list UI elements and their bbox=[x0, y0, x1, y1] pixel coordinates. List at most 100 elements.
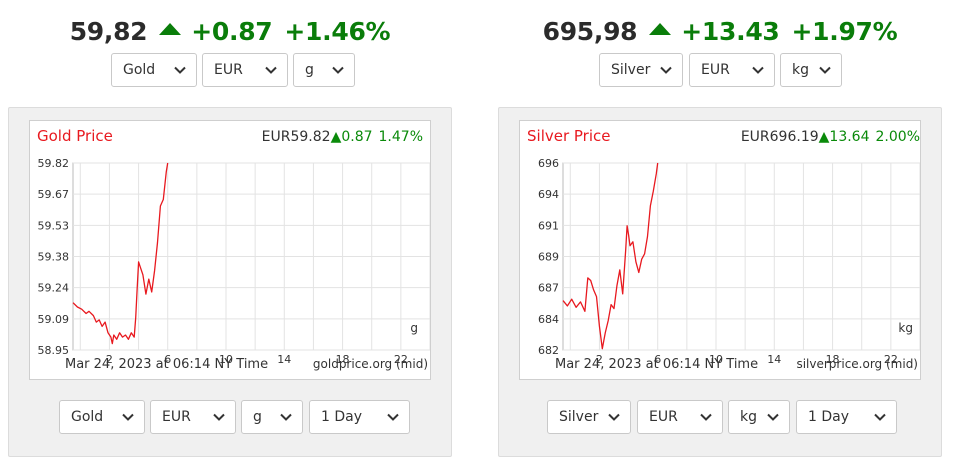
quote-value: EUR59.82 bbox=[262, 129, 331, 145]
metal-select-bottom[interactable]: Silver bbox=[547, 400, 631, 434]
unit-select[interactable]: g bbox=[293, 53, 355, 87]
y-tick-label: 691 bbox=[538, 219, 559, 232]
y-tick-label: 694 bbox=[538, 188, 559, 201]
gold-headline: 59,82 +0.87 +1.46% bbox=[8, 16, 452, 48]
chart-timestamp: Mar 24, 2023 at 06:14 NY Time bbox=[555, 357, 758, 372]
y-tick-label: 59.53 bbox=[38, 219, 70, 232]
x-tick-label: 6 bbox=[654, 353, 661, 366]
x-tick-label: 14 bbox=[277, 353, 291, 366]
y-tick-label: 59.67 bbox=[38, 188, 70, 201]
chart-source: silverprice.org (mid) bbox=[796, 357, 918, 371]
unit-select-value: g bbox=[253, 409, 262, 425]
gold-chart: Gold Price EUR59.82▲0.87 1.47% 59.82 59.67… bbox=[29, 120, 431, 380]
unit-select-value: g bbox=[305, 62, 314, 78]
chevron-down-icon bbox=[700, 413, 712, 421]
gold-chart-panel: Gold Price EUR59.82▲0.87 1.47% 59.82 59.67… bbox=[8, 107, 452, 457]
metal-select-value: Silver bbox=[611, 62, 651, 78]
metal-select-value: Gold bbox=[123, 62, 156, 78]
currency-select-bottom[interactable]: EUR bbox=[637, 400, 723, 434]
chart-timestamp: Mar 24, 2023 at 06:14 NY Time bbox=[65, 357, 268, 372]
y-tick-label: 684 bbox=[538, 313, 559, 326]
range-select-value: 1 Day bbox=[808, 409, 850, 425]
unit-select-value: kg bbox=[740, 409, 757, 425]
gold-chart-svg: Gold Price EUR59.82▲0.87 1.47% 59.82 59.67… bbox=[37, 127, 430, 372]
unit-select-bottom[interactable]: kg bbox=[728, 400, 790, 434]
y-tick-label: 682 bbox=[538, 344, 559, 357]
chevron-down-icon bbox=[767, 413, 779, 421]
chevron-down-icon bbox=[752, 66, 764, 74]
x-tick-label: 2 bbox=[106, 353, 113, 366]
currency-select-value: EUR bbox=[701, 62, 730, 78]
metal-select-value: Gold bbox=[71, 409, 104, 425]
chevron-down-icon bbox=[332, 66, 344, 74]
chart-unit-label: kg bbox=[898, 321, 913, 335]
chevron-down-icon bbox=[660, 66, 672, 74]
y-tick-label: 59.82 bbox=[38, 157, 70, 170]
silver-spot-price: 695,98 bbox=[542, 17, 638, 46]
currency-select-value: EUR bbox=[214, 62, 243, 78]
x-tick-label: 2 bbox=[596, 353, 603, 366]
gold-change-percent: +1.46% bbox=[284, 17, 391, 46]
currency-select-value: EUR bbox=[162, 409, 191, 425]
chart-title: Silver Price bbox=[527, 127, 611, 145]
y-tick-label: 59.24 bbox=[38, 282, 70, 295]
gold-spot-price: 59,82 bbox=[69, 17, 148, 46]
currency-select[interactable]: EUR bbox=[689, 53, 775, 87]
range-select-bottom[interactable]: 1 Day bbox=[309, 400, 410, 434]
currency-select-bottom[interactable]: EUR bbox=[150, 400, 236, 434]
y-tick-label: 59.09 bbox=[38, 313, 70, 326]
range-select-value: 1 Day bbox=[321, 409, 363, 425]
price-line bbox=[72, 162, 169, 345]
silver-plot-area: 696 694 691 689 687 684 682 2 6 10 14 18 22 bbox=[538, 157, 920, 366]
y-tick-label: 58.95 bbox=[38, 344, 70, 357]
quote-change: 13.64 bbox=[829, 129, 869, 145]
x-tick-label: 6 bbox=[164, 353, 171, 366]
quote-change-pct: 1.47% bbox=[379, 129, 423, 145]
chart-unit-label: g bbox=[410, 321, 418, 335]
chevron-down-icon bbox=[213, 413, 225, 421]
metal-select-bottom[interactable]: Gold bbox=[59, 400, 145, 434]
chevron-down-icon bbox=[874, 413, 886, 421]
y-tick-label: 689 bbox=[538, 251, 559, 264]
x-tick-label: 18 bbox=[336, 353, 350, 366]
y-tick-label: 687 bbox=[538, 282, 559, 295]
quote-change: 0.87 bbox=[341, 129, 372, 145]
silver-widget: 695,98 +13.43 +1.97% Silver EUR kg Silver … bbox=[498, 0, 942, 459]
gold-widget: 59,82 +0.87 +1.46% Gold EUR g Gold Price E… bbox=[8, 0, 452, 459]
x-tick-label: 18 bbox=[826, 353, 840, 366]
metal-select-value: Silver bbox=[559, 409, 599, 425]
x-tick-label: 22 bbox=[394, 353, 408, 366]
silver-chart: Silver Price EUR696.19▲13.64 2.00% 696 694… bbox=[519, 120, 921, 380]
silver-chart-svg: Silver Price EUR696.19▲13.64 2.00% 696 694… bbox=[527, 127, 920, 372]
chevron-down-icon bbox=[265, 66, 277, 74]
x-tick-label: 10 bbox=[709, 353, 723, 366]
quote-arrow-icon: ▲ bbox=[331, 129, 342, 145]
chart-quote: EUR696.19▲13.64 2.00% bbox=[741, 129, 920, 145]
x-tick-label: 10 bbox=[219, 353, 233, 366]
unit-select-value: kg bbox=[792, 62, 809, 78]
chevron-down-icon bbox=[819, 66, 831, 74]
silver-chart-panel: Silver Price EUR696.19▲13.64 2.00% 696 694… bbox=[498, 107, 942, 457]
metal-select[interactable]: Gold bbox=[111, 53, 197, 87]
quote-arrow-icon: ▲ bbox=[819, 129, 830, 145]
x-tick-label: 22 bbox=[884, 353, 898, 366]
x-tick-label: 14 bbox=[767, 353, 781, 366]
chart-title: Gold Price bbox=[37, 127, 113, 145]
chevron-down-icon bbox=[387, 413, 399, 421]
up-arrow-icon bbox=[649, 23, 672, 35]
unit-select-bottom[interactable]: g bbox=[241, 400, 303, 434]
chart-quote: EUR59.82▲0.87 1.47% bbox=[262, 129, 423, 145]
y-tick-label: 59.38 bbox=[38, 251, 70, 264]
gold-change: +0.87 bbox=[191, 17, 273, 46]
up-arrow-icon bbox=[159, 23, 182, 35]
silver-change-percent: +1.97% bbox=[791, 17, 898, 46]
range-select-bottom[interactable]: 1 Day bbox=[796, 400, 897, 434]
chevron-down-icon bbox=[122, 413, 134, 421]
currency-select[interactable]: EUR bbox=[202, 53, 288, 87]
chevron-down-icon bbox=[174, 66, 186, 74]
price-line bbox=[562, 162, 659, 350]
chart-source: goldprice.org (mid) bbox=[313, 357, 428, 371]
unit-select[interactable]: kg bbox=[780, 53, 842, 87]
gold-plot-area: 59.82 59.67 59.53 59.38 59.24 59.09 58.95 2 6 10 1… bbox=[38, 157, 430, 366]
metal-select[interactable]: Silver bbox=[599, 53, 683, 87]
